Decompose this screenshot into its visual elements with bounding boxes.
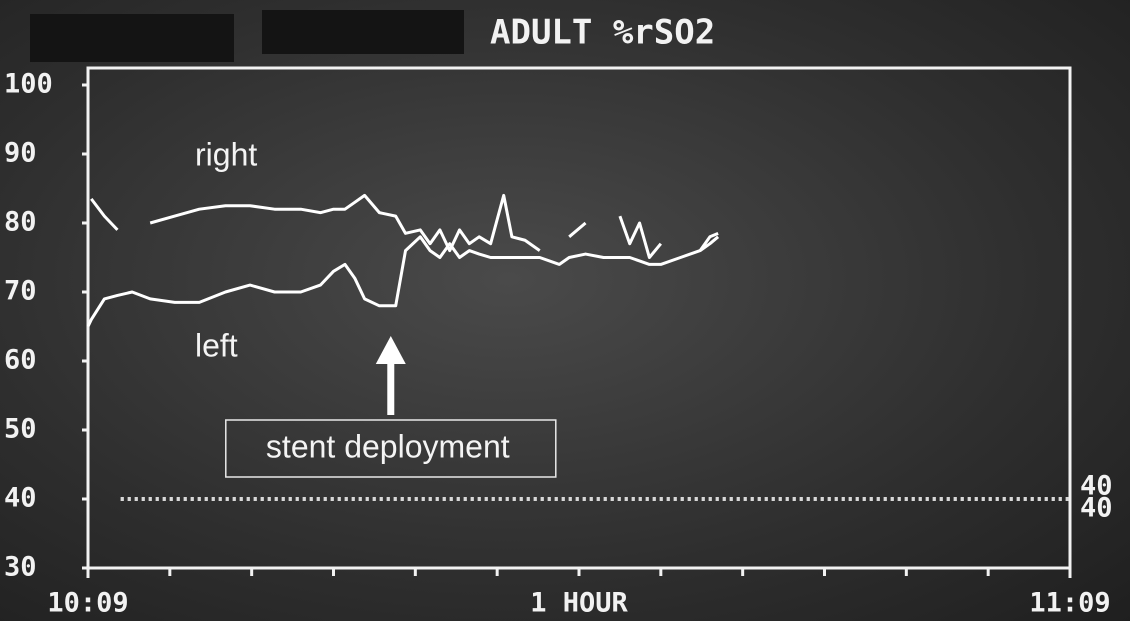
redacted-box [262,10,464,54]
y-tick-label: 100 [4,69,53,100]
screen-background [0,0,1130,621]
y-tick-label: 30 [4,552,37,583]
series-label: left [195,327,238,363]
redacted-box [30,14,234,62]
page: {"chart_data": {"type": "line", "title":… [0,0,1130,621]
annotation-text: stent deployment [266,428,510,464]
series-label: right [195,136,257,172]
threshold-label: 40 [1080,493,1113,524]
x-tick-label: 11:09 [1029,588,1110,619]
y-tick-label: 50 [4,414,37,445]
x-tick-label: 10:09 [47,588,128,619]
y-tick-label: 80 [4,207,37,238]
y-tick-label: 90 [4,138,37,169]
y-tick-label: 40 [4,483,37,514]
y-tick-label: 60 [4,345,37,376]
chart: ADULT %rSO2 30 40 50 60 70 80 90 100 10:09 11:09 1… [0,0,1130,621]
chart-title: ADULT %rSO2 [490,13,715,53]
x-axis-label: 1 HOUR [530,588,628,619]
y-tick-label: 70 [4,276,37,307]
